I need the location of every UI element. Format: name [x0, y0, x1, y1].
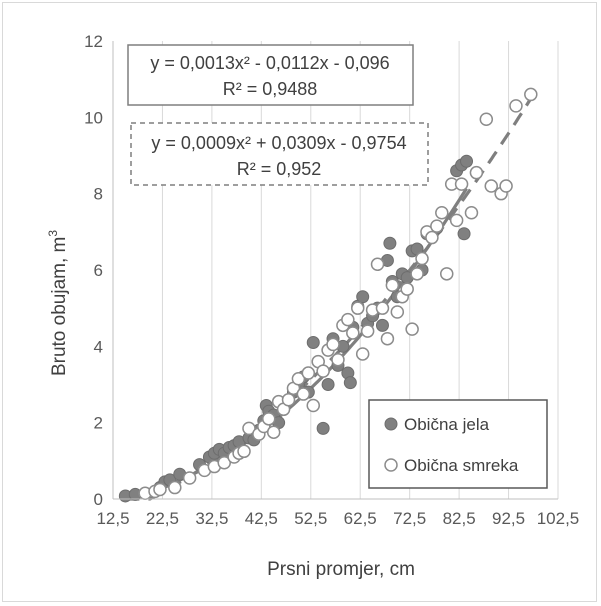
point-smreka: [400, 282, 414, 296]
point-smreka: [385, 278, 400, 293]
legend-marker-jela: [384, 417, 398, 431]
point-smreka: [479, 112, 494, 126]
point-smreka: [405, 322, 419, 336]
point-smreka: [390, 305, 405, 319]
y-tick-label: 10: [84, 108, 103, 127]
r2-jela: R² = 0,9488: [223, 79, 318, 99]
point-jela: [321, 378, 335, 391]
equation-box-jela: [127, 44, 414, 106]
y-tick-label: 6: [94, 261, 103, 280]
x-axis-title: Prsni promjer, cm: [267, 559, 415, 580]
legend-label-jela: Obična jela: [404, 415, 490, 434]
point-jela: [306, 336, 320, 350]
point-smreka: [410, 267, 424, 281]
point-smreka: [291, 372, 306, 386]
point-jela: [343, 376, 357, 390]
point-smreka: [454, 177, 469, 191]
point-smreka: [316, 364, 330, 378]
legend-marker-smreka: [384, 458, 398, 472]
y-axis-title: Bruto obujam, m3: [46, 230, 70, 376]
scatter-chart: 12,5 22,5 32,5 42,5 52,5 62,5 72,5 82,5 92,5 102,…: [46, 32, 579, 580]
point-smreka: [266, 425, 281, 439]
point-smreka: [375, 301, 390, 315]
axes: 12,5 22,5 32,5 42,5 52,5 62,5 72,5 82,5 92,5 102,…: [84, 32, 579, 528]
point-jela: [316, 421, 330, 435]
x-tick-label: 12,5: [96, 509, 129, 528]
point-smreka: [281, 393, 296, 407]
point-smreka: [425, 230, 439, 245]
point-smreka: [346, 326, 360, 340]
point-jela: [460, 154, 474, 168]
point-smreka: [301, 366, 316, 380]
equation-jela: y = 0,0013x² - 0,0112x - 0,096: [150, 53, 389, 73]
point-jela: [356, 290, 370, 304]
point-smreka: [360, 324, 375, 338]
point-smreka: [182, 471, 197, 485]
r2-smreka: R² = 0,952: [237, 159, 322, 179]
point-smreka: [262, 412, 276, 426]
point-jela: [375, 318, 389, 332]
x-tick-label: 62,5: [344, 509, 377, 528]
y-tick-label: 8: [94, 185, 103, 204]
y-tick-label: 2: [94, 414, 103, 433]
point-smreka: [370, 257, 385, 272]
x-tick-label: 102,5: [537, 509, 580, 528]
point-smreka: [331, 352, 345, 367]
point-jela: [383, 236, 397, 250]
point-smreka: [440, 267, 454, 281]
equation-smreka: y = 0,0009x² + 0,0309x - 0,9754: [151, 133, 406, 153]
y-tick-label: 0: [94, 490, 103, 509]
point-smreka: [217, 455, 231, 470]
x-tick-label: 52,5: [294, 509, 327, 528]
point-smreka: [351, 301, 365, 315]
point-smreka: [524, 87, 538, 102]
equation-box-smreka: [130, 122, 429, 186]
point-smreka: [469, 165, 484, 180]
x-tick-label: 32,5: [195, 509, 228, 528]
point-smreka: [435, 206, 449, 220]
point-smreka: [355, 347, 370, 361]
legend: Obična jela Obična smreka: [368, 399, 548, 489]
point-smreka: [237, 444, 251, 459]
point-jela: [457, 227, 471, 241]
point-smreka: [326, 337, 340, 352]
point-smreka: [430, 219, 444, 233]
point-smreka: [415, 251, 429, 266]
point-smreka: [449, 213, 464, 228]
x-tick-label: 72,5: [393, 509, 426, 528]
point-smreka: [509, 99, 523, 113]
point-smreka: [296, 387, 311, 401]
point-smreka: [484, 179, 498, 193]
y-tick-label: 4: [94, 337, 103, 356]
x-tick-label: 92,5: [492, 509, 525, 528]
point-smreka: [306, 398, 320, 413]
point-smreka: [341, 312, 355, 327]
x-tick-label: 22,5: [146, 509, 179, 528]
legend-box: [368, 399, 548, 489]
y-tick-label: 12: [84, 32, 103, 51]
point-smreka: [380, 331, 395, 346]
legend-label-smreka: Obična smreka: [404, 456, 519, 475]
x-tick-label: 42,5: [245, 509, 278, 528]
point-smreka: [168, 480, 182, 495]
point-smreka: [464, 206, 479, 220]
point-smreka: [242, 421, 256, 436]
point-smreka: [499, 179, 513, 193]
point-smreka: [153, 482, 167, 497]
x-tick-label: 82,5: [443, 509, 476, 528]
